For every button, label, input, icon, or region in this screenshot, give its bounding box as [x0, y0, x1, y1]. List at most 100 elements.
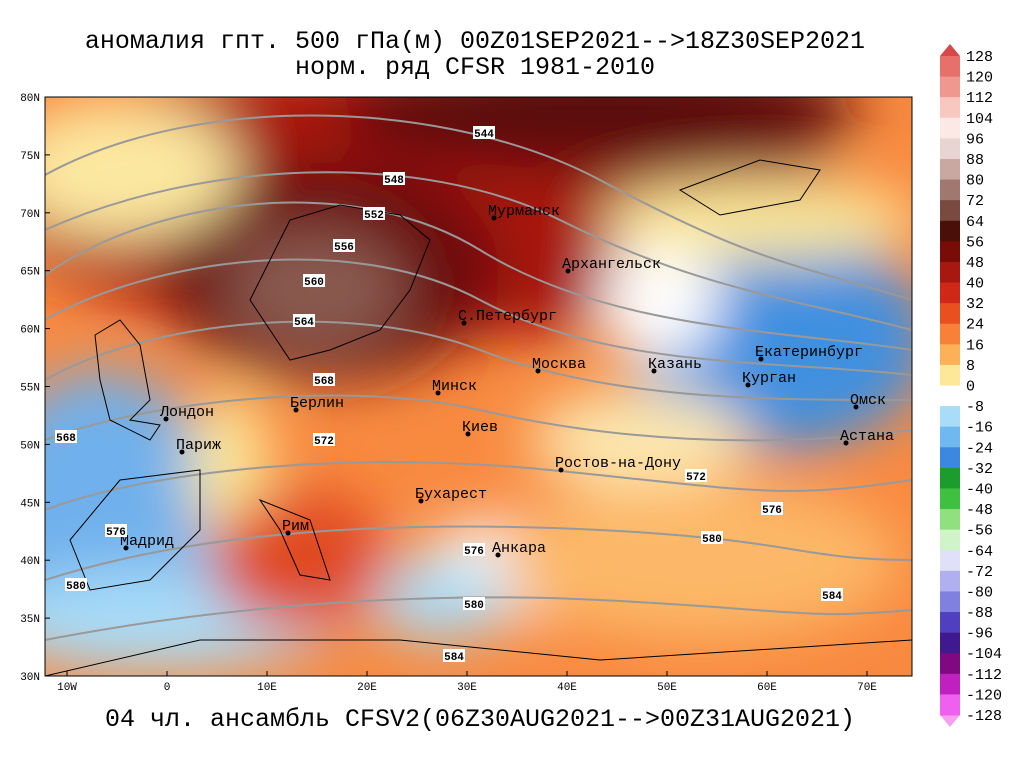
colorbar-box [940, 158, 960, 181]
city-dot [163, 416, 169, 422]
colorbar-box [940, 591, 960, 613]
contour-label: 544 [474, 129, 494, 141]
contour-label-bg [463, 597, 485, 610]
colorbar-box [940, 550, 960, 572]
colorbar-label: 64 [966, 214, 984, 231]
contour-label: 568 [56, 433, 76, 445]
colorbar-label: 56 [966, 234, 984, 251]
colorbar-box [940, 447, 960, 469]
contour-label-bg [55, 430, 77, 443]
contour-label: 576 [762, 505, 782, 517]
colorbar-box [940, 488, 960, 510]
city-dot [651, 368, 657, 374]
colorbar-label: -104 [966, 646, 1002, 663]
city-dot [293, 407, 299, 413]
contour-label: 560 [304, 277, 324, 289]
colorbar: 128120112104968880726456484032241680-8-1… [940, 44, 1002, 727]
contours [45, 114, 912, 641]
city-dot [495, 552, 501, 558]
lon-label: 20E [357, 682, 377, 694]
title-line: аномалия гпт. 500 гПа(м) 00Z01SEP2021-->… [85, 27, 865, 56]
city-dot [465, 431, 471, 437]
colorbar-box [940, 509, 960, 531]
lat-label: 30N [20, 672, 40, 684]
colorbar-label: -80 [966, 584, 993, 601]
lat-label: 55N [20, 383, 40, 395]
lat-label: 35N [20, 614, 40, 626]
lat-label: 50N [20, 440, 40, 452]
contour-label-bg [65, 578, 87, 591]
colorbar-label: -48 [966, 502, 993, 519]
colorbar-label: -72 [966, 564, 993, 581]
colorbar-box [940, 97, 960, 119]
colorbar-label: 16 [966, 337, 984, 354]
contour-label-bg [473, 126, 495, 139]
colorbar-label: -96 [966, 626, 993, 643]
colorbar-label: -120 [966, 687, 1002, 704]
contour-label: 584 [822, 591, 842, 603]
contour-label-bg [463, 543, 485, 556]
contour-label-bg [105, 524, 127, 537]
contour-label-bg [303, 274, 325, 287]
city-label: Москва [532, 356, 586, 373]
contour-label: 568 [314, 376, 334, 388]
city-label: Омск [850, 392, 886, 409]
contour-label-bg [443, 649, 465, 662]
footer: 04 чл. ансамбль CFSV2(06Z30AUG2021-->00Z… [105, 705, 855, 734]
colorbar-label: 128 [966, 49, 993, 66]
contour-label-bg [333, 239, 355, 252]
colorbar-box [940, 653, 960, 675]
city-label: Анкара [492, 540, 546, 557]
colorbar-label: -64 [966, 543, 993, 560]
city-label: С.Петербург [458, 308, 557, 325]
lat-label: 70N [20, 209, 40, 221]
city-dot [853, 404, 859, 410]
colorbar-label: 24 [966, 317, 984, 334]
colorbar-label: 96 [966, 131, 984, 148]
contour-label-bg [821, 588, 843, 601]
colorbar-box [940, 406, 960, 428]
contour-label: 572 [686, 472, 706, 484]
colorbar-label: 40 [966, 276, 984, 293]
contour-label-bg [761, 502, 783, 515]
colorbar-label: -16 [966, 420, 993, 437]
colorbar-box [940, 344, 960, 366]
city-label: Лондон [159, 404, 214, 421]
contour-label-bg [313, 373, 335, 386]
city-label: Минск [432, 378, 477, 395]
colorbar-label: 80 [966, 173, 984, 190]
city-label: Астана [840, 428, 894, 445]
lat-label: 45N [20, 498, 40, 510]
contour-label: 552 [364, 210, 384, 222]
colorbar-label: 0 [966, 379, 975, 396]
lat-label: 65N [20, 267, 40, 279]
city-label: Париж [176, 437, 221, 454]
colorbar-box [940, 529, 960, 551]
colorbar-label: 120 [966, 70, 993, 87]
colorbar-box [940, 200, 960, 222]
contour-label-bg [701, 531, 723, 544]
city-label: Архангельск [562, 256, 661, 273]
city-dot [123, 545, 129, 551]
colorbar-label: -8 [966, 399, 984, 416]
city-label: Екатеринбург [755, 344, 863, 361]
colorbar-box [940, 138, 960, 160]
colorbar-label: -128 [966, 708, 1002, 725]
city-dot [491, 215, 497, 221]
contour-label: 572 [314, 436, 334, 448]
colorbar-box [940, 303, 960, 325]
colorbar-label: 8 [966, 358, 975, 375]
lon-label: 50E [657, 682, 677, 694]
colorbar-box [940, 426, 960, 448]
contour-label-bg [363, 207, 385, 220]
city-dot [179, 449, 185, 455]
colorbar-box [940, 241, 960, 263]
city-label: Мурманск [488, 203, 560, 220]
colorbar-box [940, 323, 960, 345]
city-label: Киев [462, 419, 498, 436]
contour-label: 580 [702, 534, 722, 546]
contour-label: 580 [66, 581, 86, 593]
lon-label: 30E [457, 682, 477, 694]
